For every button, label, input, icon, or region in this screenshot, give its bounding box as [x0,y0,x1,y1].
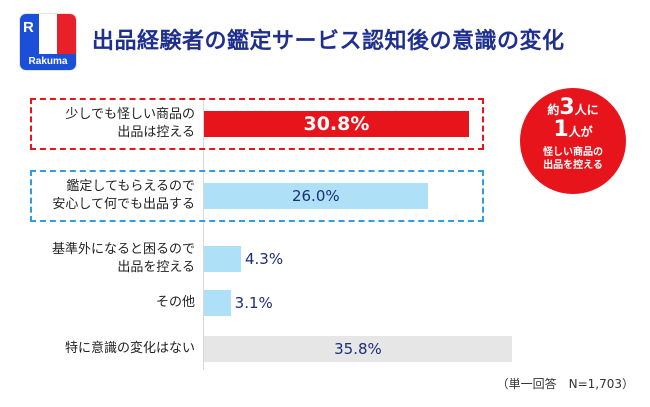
bar-value-label: 35.8% [334,340,382,358]
highlight-box-red [30,98,484,150]
bar [204,183,428,209]
bar-value-label: 26.0% [291,187,340,205]
sample-note: （単一回答 N=1,703） [496,377,634,391]
bar-value-label: 30.8% [303,113,370,135]
bar-value-label: 4.3% [244,250,284,268]
highlight-box-blue [30,170,484,222]
category-label: その他 [155,295,195,310]
logo-text: Rakuma [20,54,76,70]
rakuma-logo: R Rakuma [20,14,76,70]
callout-line-3: 怪しい商品の 出品を控える [543,147,603,171]
logo-flag-red [57,14,76,54]
logo-glyph: R [23,19,34,36]
page-title: 出品経験者の鑑定サービス認知後の意識の変化 [92,29,565,54]
bar [204,111,469,137]
category-label: 鑑定してもらえるので 安心して何でも出品する [52,179,195,212]
bar-value-label: 3.1% [234,294,273,312]
callout-line-1: 約3人に [547,95,599,120]
callout-line-2: 1人が [553,117,593,142]
chart-axis-line [203,100,204,370]
category-label: 特に意識の変化はない [64,341,195,356]
bar [204,290,231,316]
category-label: 基準外になると困るので 出品を控える [51,242,195,275]
logo-flag-white [39,14,57,54]
bar [204,336,512,362]
category-label: 少しでも怪しい商品の 出品は控える [65,107,195,140]
logo-flag-blue [20,14,39,54]
callout-badge: 約3人に 1人が 怪しい商品の 出品を控える [520,88,626,194]
bar [204,246,241,272]
